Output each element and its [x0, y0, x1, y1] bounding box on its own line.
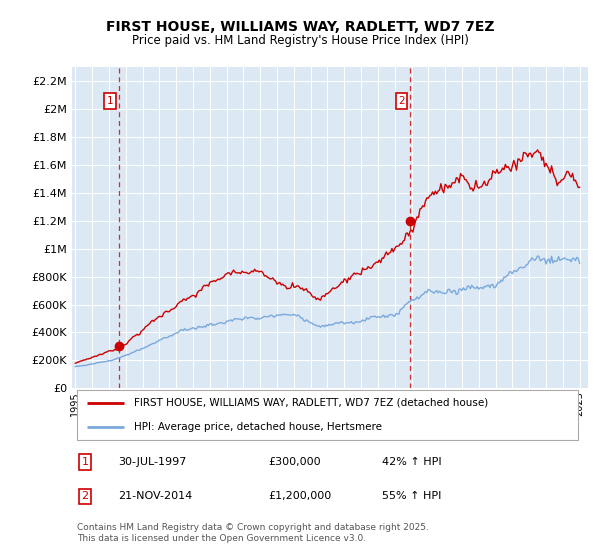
Text: 1: 1	[82, 457, 88, 467]
Text: 21-NOV-2014: 21-NOV-2014	[118, 492, 193, 501]
Text: FIRST HOUSE, WILLIAMS WAY, RADLETT, WD7 7EZ: FIRST HOUSE, WILLIAMS WAY, RADLETT, WD7 …	[106, 20, 494, 34]
Text: Contains HM Land Registry data © Crown copyright and database right 2025.
This d: Contains HM Land Registry data © Crown c…	[77, 523, 429, 543]
Text: 55% ↑ HPI: 55% ↑ HPI	[382, 492, 441, 501]
Text: 42% ↑ HPI: 42% ↑ HPI	[382, 457, 441, 467]
Text: FIRST HOUSE, WILLIAMS WAY, RADLETT, WD7 7EZ (detached house): FIRST HOUSE, WILLIAMS WAY, RADLETT, WD7 …	[134, 398, 488, 408]
Text: Price paid vs. HM Land Registry's House Price Index (HPI): Price paid vs. HM Land Registry's House …	[131, 34, 469, 46]
Text: 1: 1	[107, 96, 113, 106]
Text: HPI: Average price, detached house, Hertsmere: HPI: Average price, detached house, Hert…	[134, 422, 382, 432]
Text: 30-JUL-1997: 30-JUL-1997	[118, 457, 187, 467]
Text: £300,000: £300,000	[268, 457, 321, 467]
Text: 2: 2	[82, 492, 88, 501]
FancyBboxPatch shape	[77, 390, 578, 440]
Text: £1,200,000: £1,200,000	[268, 492, 331, 501]
Text: 2: 2	[398, 96, 405, 106]
